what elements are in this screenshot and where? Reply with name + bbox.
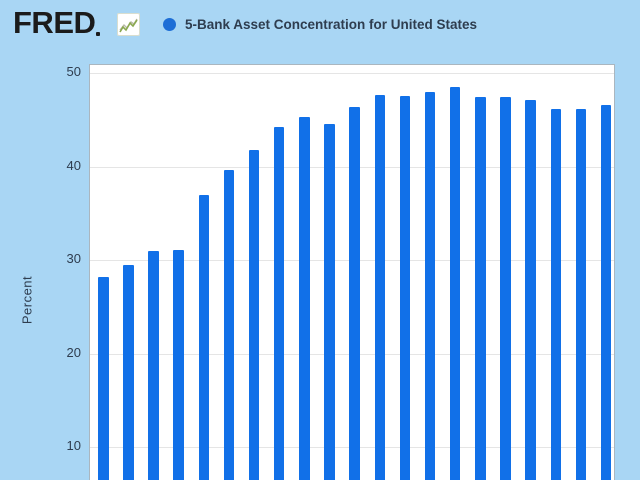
bar[interactable] <box>173 249 184 480</box>
legend-series-label[interactable]: 5-Bank Asset Concentration for United St… <box>185 17 478 32</box>
bar[interactable] <box>324 124 335 480</box>
plot-area[interactable] <box>89 64 615 480</box>
bar[interactable] <box>299 116 310 480</box>
gridline <box>90 73 614 74</box>
bar[interactable] <box>500 97 511 480</box>
bar[interactable] <box>123 264 134 480</box>
legend: 5-Bank Asset Concentration for United St… <box>163 17 477 32</box>
bar[interactable] <box>475 97 486 480</box>
y-tick-label-40: 40 <box>66 157 81 173</box>
fred-logo-text: FRED <box>13 5 96 40</box>
y-tick-label-10: 10 <box>66 438 81 453</box>
bar[interactable] <box>575 109 587 480</box>
registered-mark-icon <box>96 32 101 36</box>
bar[interactable] <box>399 96 411 480</box>
bar[interactable] <box>600 104 612 480</box>
bar[interactable] <box>349 106 360 480</box>
legend-marker-icon <box>163 18 176 31</box>
fred-sparkline-icon <box>117 13 140 36</box>
bar[interactable] <box>223 170 235 480</box>
bar[interactable] <box>525 100 536 480</box>
bar[interactable] <box>148 250 159 480</box>
y-tick-label-30: 30 <box>66 251 81 266</box>
bar[interactable] <box>273 127 285 480</box>
y-tick-label-50: 50 <box>66 64 81 79</box>
bar[interactable] <box>550 109 562 480</box>
fred-logo[interactable]: FRED <box>13 5 101 40</box>
bar[interactable] <box>198 194 210 480</box>
bar[interactable] <box>248 149 260 480</box>
bar[interactable] <box>374 95 386 480</box>
y-axis-title: Percent <box>19 275 35 325</box>
bar[interactable] <box>424 91 436 480</box>
bar[interactable] <box>449 87 461 480</box>
bar[interactable] <box>98 276 109 480</box>
y-tick-label-20: 20 <box>66 344 81 360</box>
